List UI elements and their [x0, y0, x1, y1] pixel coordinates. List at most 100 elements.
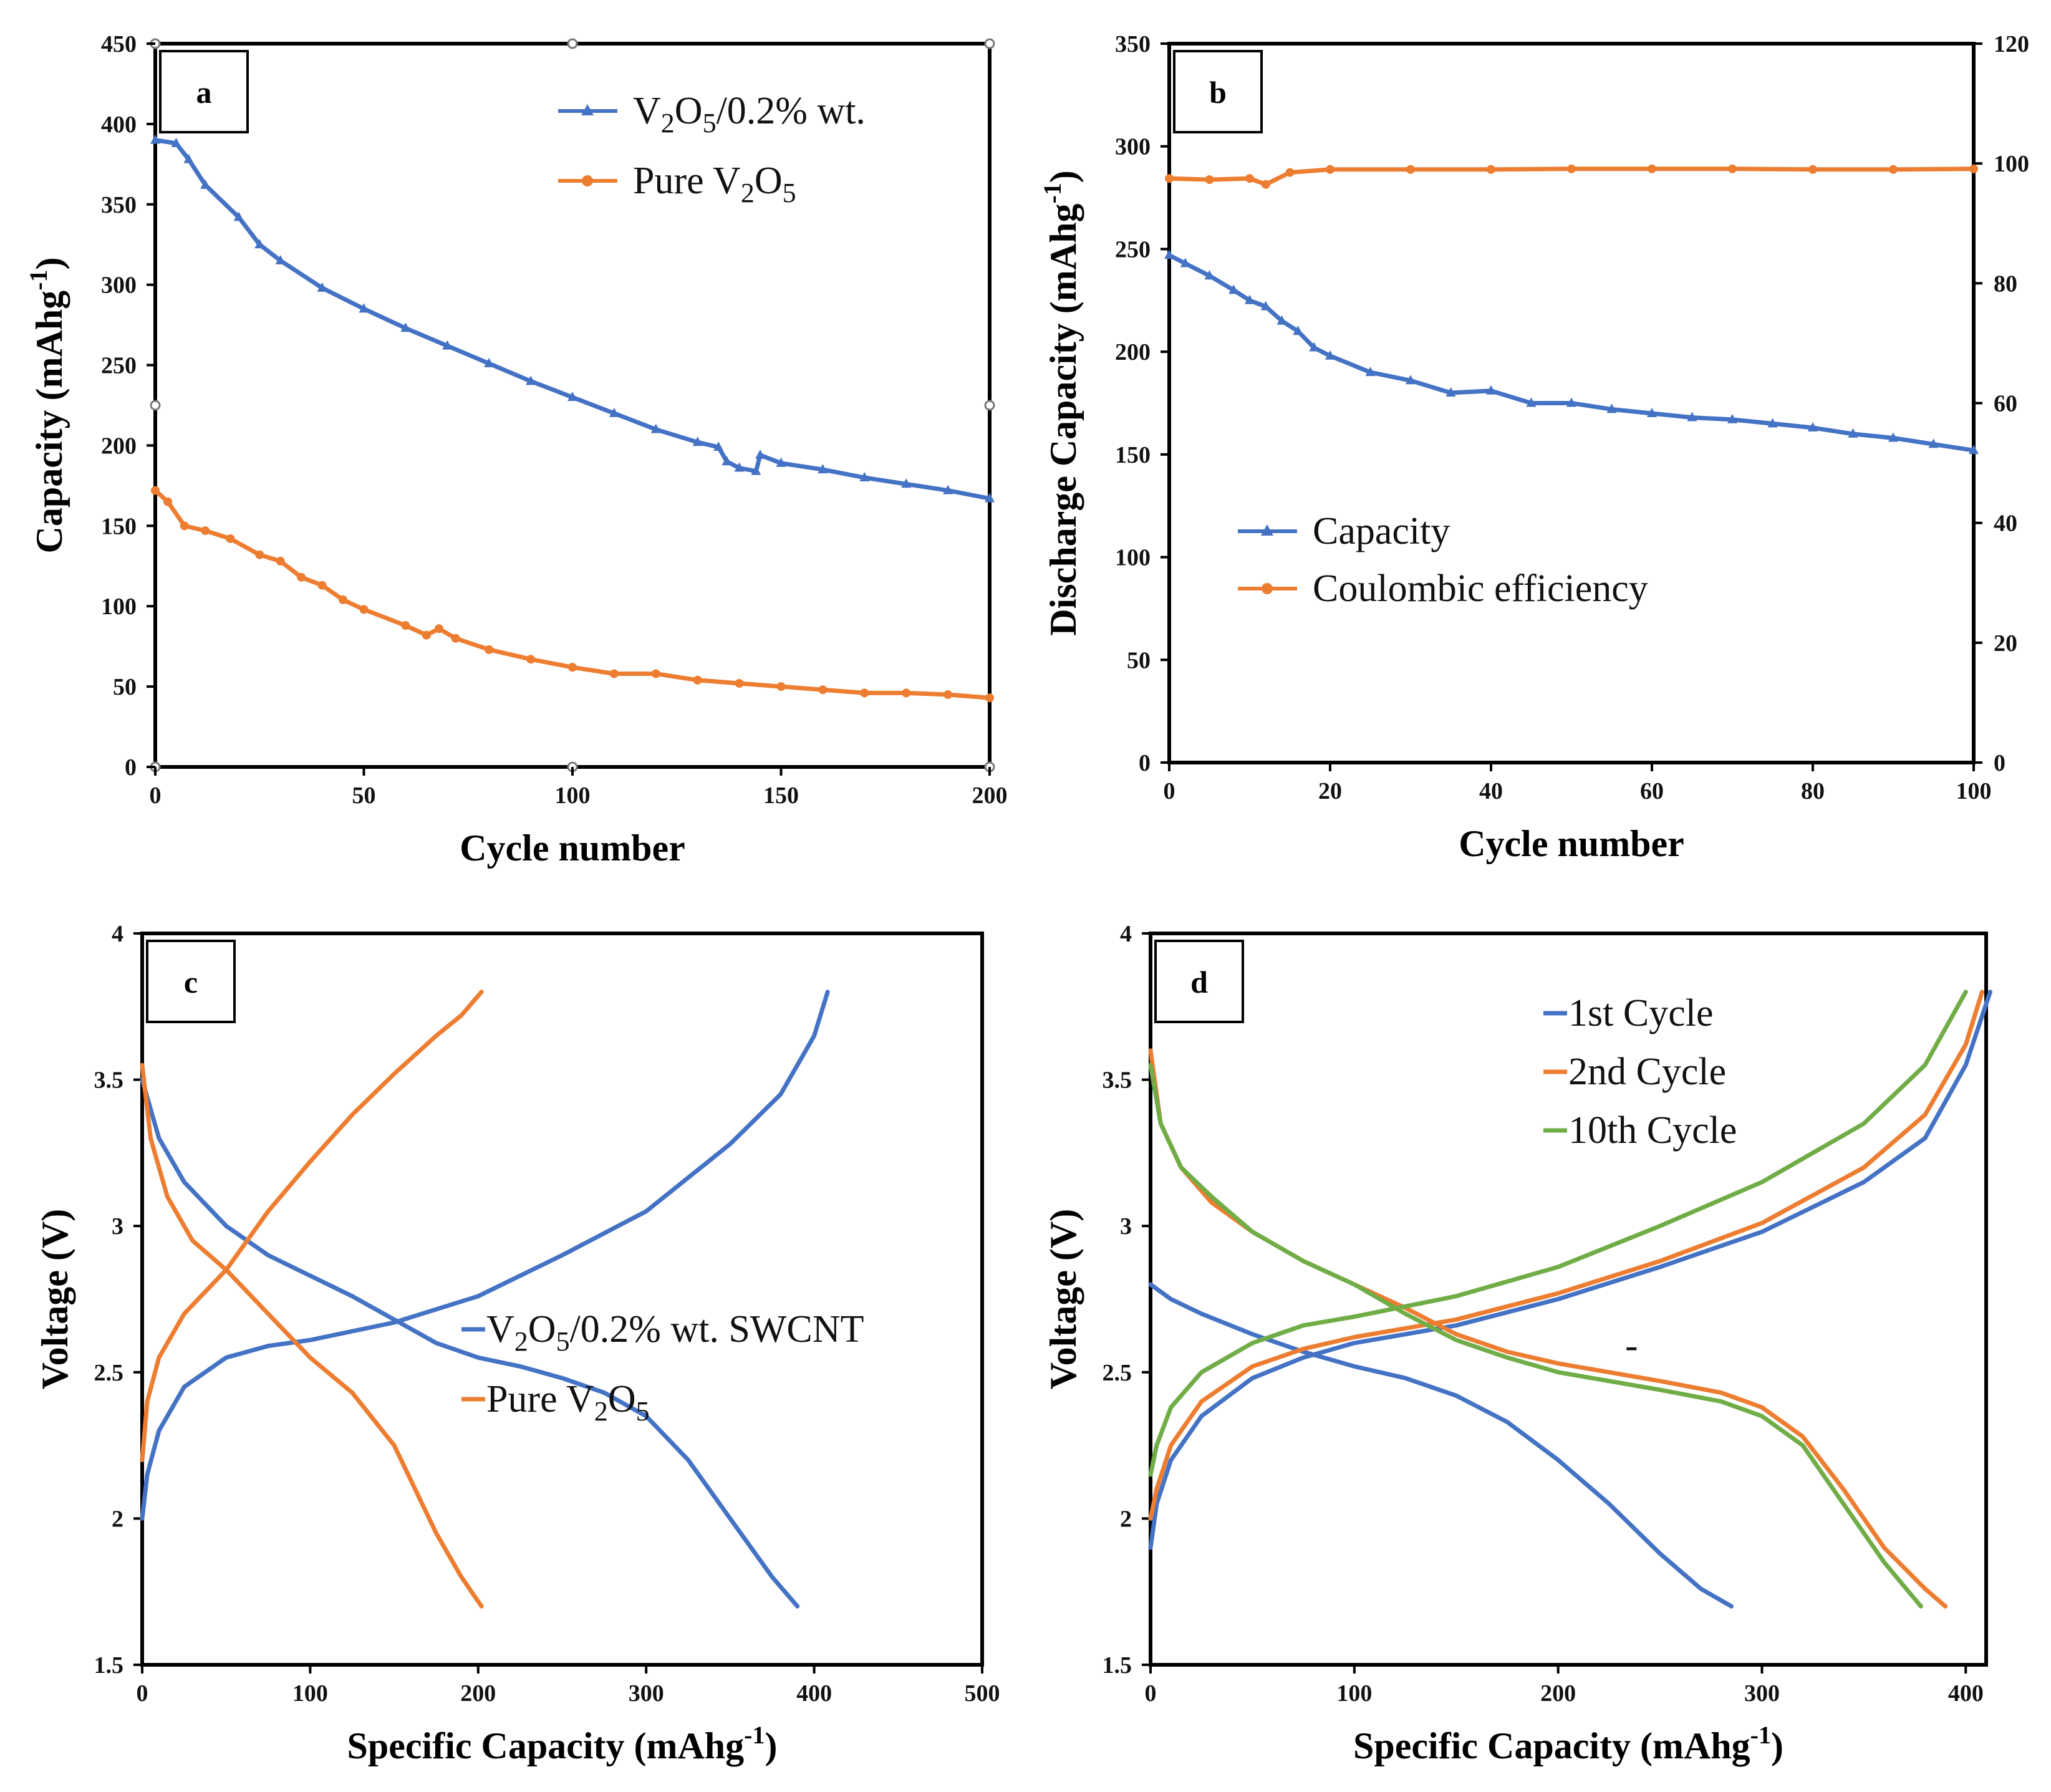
data-point-circle: [1326, 165, 1334, 174]
y-tick-label: 3.5: [94, 1067, 124, 1094]
data-point-circle: [451, 633, 460, 643]
data-point-triangle: [1293, 325, 1303, 335]
y-axis-title: Discharge Capacity (mAhg-1): [1038, 170, 1084, 636]
series-b-1: [1165, 164, 1978, 189]
data-point-triangle: [609, 407, 619, 417]
series-line: [140, 990, 484, 1463]
x-tick-label: 200: [972, 783, 1008, 809]
y-tick-label: 350: [101, 192, 137, 218]
plot-frame: [140, 932, 984, 1667]
data-point-circle: [1261, 180, 1270, 189]
series-line: [153, 488, 992, 700]
legend-text: O: [528, 1308, 556, 1351]
legend-label: V2O5/0.2% wt.: [633, 90, 866, 138]
data-point-circle: [339, 595, 348, 604]
series-line: [140, 1062, 484, 1609]
y-axis-title-sup: -1: [24, 270, 52, 291]
data-point-circle: [1285, 168, 1295, 177]
data-point-triangle: [171, 137, 181, 147]
legend-text: O: [675, 90, 703, 132]
data-point-circle: [226, 534, 235, 543]
series-line: [1148, 990, 1992, 1550]
data-point-triangle: [1808, 422, 1818, 432]
data-point-circle: [776, 682, 786, 691]
y-tick-label: 350: [1115, 31, 1151, 57]
data-point-triangle: [442, 340, 453, 350]
data-point-triangle: [200, 179, 211, 189]
frame-handle: [984, 38, 995, 49]
data-point-triangle: [400, 322, 411, 332]
y-tick-label: 200: [1115, 339, 1151, 365]
data-point-circle: [163, 497, 173, 506]
data-point-circle: [1487, 165, 1495, 174]
data-point-circle: [1245, 174, 1254, 183]
data-point-circle: [943, 690, 953, 699]
data-point-circle: [985, 693, 994, 703]
data-point-circle: [1969, 164, 1978, 173]
y-tick-label: 100: [1115, 545, 1151, 571]
x-tick-label: 200: [460, 1680, 496, 1707]
data-point-circle: [693, 675, 702, 685]
y-axis-title-text: Voltage (V): [34, 1209, 75, 1389]
frame-handle: [150, 400, 161, 411]
x-tick-label: 0: [1164, 778, 1175, 804]
data-point-circle: [902, 688, 911, 698]
legend-label: 1st Cycle: [1568, 992, 1713, 1034]
data-point-triangle: [1687, 412, 1697, 422]
legend-text: /0.2% wt. SWCNT: [570, 1308, 864, 1351]
y-tick-label: 450: [101, 31, 137, 57]
data-point-circle: [1567, 164, 1576, 173]
y-axis-title: Voltage (V): [1043, 1209, 1084, 1389]
legend-marker-triangle: [581, 104, 594, 115]
x-axis-title: Cycle number: [460, 827, 685, 869]
data-point-triangle: [943, 484, 953, 494]
y-axis-title-text: Voltage (V): [1043, 1209, 1084, 1389]
x-axis-title-tail: ): [765, 1725, 777, 1766]
y-tick-label: 2.5: [94, 1360, 124, 1386]
data-point-triangle: [859, 472, 870, 481]
legend-marker-triangle: [1261, 524, 1273, 536]
data-point-triangle: [1365, 367, 1376, 377]
legend-entry-d-2: 10th Cycle: [1543, 1109, 1737, 1152]
data-point-triangle: [183, 153, 194, 163]
x-tick-label: 100: [555, 783, 591, 809]
series-c-3: [140, 990, 484, 1463]
data-point-circle: [1728, 164, 1737, 173]
series-a-0: [150, 134, 995, 503]
legend-text: Pure V: [633, 160, 741, 202]
y-tick-label: 3: [1120, 1213, 1132, 1240]
series-line: [1148, 1048, 1948, 1609]
series-line: [1148, 1062, 1923, 1609]
legend-subscript: 5: [556, 1326, 570, 1357]
data-point-triangle: [1888, 432, 1898, 442]
data-point-circle: [276, 557, 285, 566]
data-point-triangle: [150, 134, 160, 144]
legend-entry-a-1: Pure V2O5: [558, 160, 796, 208]
data-point-circle: [1165, 174, 1174, 183]
y-tick-label: 150: [1115, 442, 1151, 468]
data-point-triangle: [254, 239, 265, 249]
series-c-0: [140, 1077, 800, 1609]
panel-label: c: [184, 965, 198, 1000]
y-tick-label: 4: [1120, 921, 1132, 947]
data-point-triangle: [721, 456, 732, 466]
data-point-triangle: [818, 464, 828, 474]
data-point-triangle: [985, 493, 995, 503]
data-point-circle: [180, 521, 189, 531]
x-tick-label: 100: [292, 1680, 328, 1707]
series-d-0: [1148, 1282, 1734, 1609]
legend-subscript: 5: [636, 1396, 650, 1427]
y2-tick-label: 80: [1994, 271, 2017, 297]
legend-label: Pure V2O5: [633, 160, 796, 208]
data-point-triangle: [1228, 284, 1239, 294]
data-point-triangle: [1606, 403, 1617, 413]
y-tick-label: 4: [112, 921, 123, 947]
series-line: [1148, 990, 1984, 1521]
x-axis-title-tail: ): [1771, 1725, 1783, 1766]
data-point-circle: [317, 580, 327, 590]
data-point-circle: [297, 572, 306, 582]
x-tick-label: 40: [1479, 778, 1503, 804]
legend-text: O: [755, 160, 783, 202]
